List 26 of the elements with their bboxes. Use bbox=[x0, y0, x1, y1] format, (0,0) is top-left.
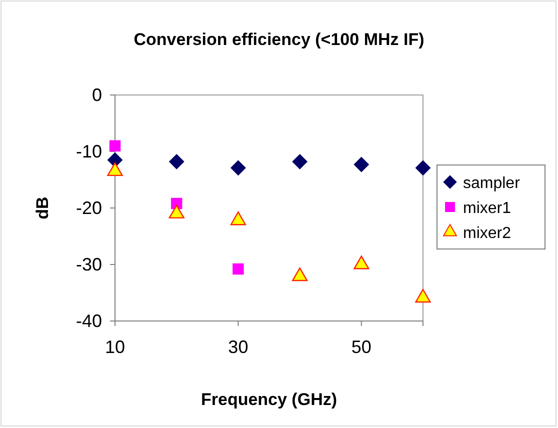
point bbox=[354, 157, 369, 172]
point bbox=[292, 154, 308, 170]
point bbox=[292, 267, 308, 282]
y-tick-label: 0 bbox=[92, 84, 102, 105]
x-tick-label: 30 bbox=[228, 336, 248, 357]
chart-title: Conversion efficiency (<100 MHz IF) bbox=[134, 30, 424, 49]
point bbox=[168, 204, 184, 218]
point bbox=[416, 160, 430, 176]
x-axis-title: Frequency (GHz) bbox=[200, 390, 338, 409]
point bbox=[415, 288, 431, 303]
point bbox=[230, 212, 246, 226]
point bbox=[230, 160, 246, 176]
legend-label: mixer2 bbox=[463, 225, 512, 242]
point bbox=[109, 140, 121, 152]
y-tick-label: -20 bbox=[76, 198, 102, 218]
point bbox=[108, 152, 122, 168]
point bbox=[169, 154, 184, 170]
legend-label: mixer1 bbox=[463, 200, 512, 217]
y-axis-title: dB bbox=[33, 196, 52, 220]
x-tick-label: 10 bbox=[104, 336, 126, 357]
legend-label: sampler bbox=[463, 175, 521, 192]
point bbox=[354, 256, 370, 270]
y-tick-label: -40 bbox=[76, 310, 102, 331]
y-tick-label: -30 bbox=[76, 254, 102, 274]
y-tick-label: -10 bbox=[76, 141, 102, 162]
x-tick-label: 50 bbox=[351, 336, 372, 357]
